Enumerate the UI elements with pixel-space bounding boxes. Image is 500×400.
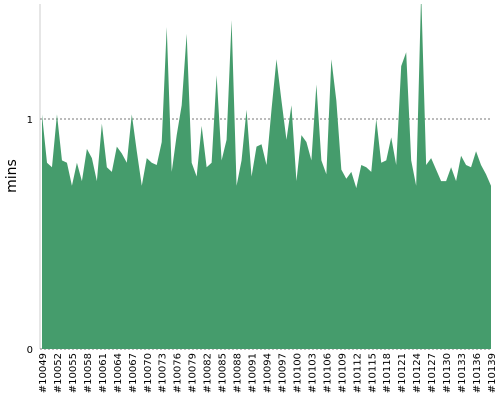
x-tick-label: #10061 xyxy=(98,353,109,393)
x-tick-label: #10115 xyxy=(367,353,378,393)
area xyxy=(42,4,491,349)
x-tick-label: #10103 xyxy=(307,353,318,393)
y-tick-label: 1 xyxy=(27,115,33,126)
x-tick-label: #10109 xyxy=(337,353,348,393)
x-tick-label: #10049 xyxy=(38,353,49,393)
x-tick-label: #10082 xyxy=(203,353,214,393)
x-tick-label: #10124 xyxy=(412,353,423,393)
y-tick-label: 0 xyxy=(27,345,33,356)
x-tick-label: #10073 xyxy=(158,353,169,393)
x-tick-label: #10052 xyxy=(53,353,64,393)
x-tick-label: #10106 xyxy=(322,353,333,393)
x-tick-label: #10139 xyxy=(487,353,498,393)
x-tick-label: #10097 xyxy=(277,353,288,393)
x-tick-label: #10055 xyxy=(68,353,79,393)
y-axis-label: mins xyxy=(4,159,20,193)
x-tick-label: #10064 xyxy=(113,353,124,393)
x-tick-label: #10067 xyxy=(128,353,139,393)
x-tick-label: #10079 xyxy=(188,353,199,393)
x-tick-label: #10058 xyxy=(83,353,94,393)
x-tick-label: #10076 xyxy=(173,353,184,393)
x-tick-label: #10085 xyxy=(218,353,229,393)
x-tick-label: #10136 xyxy=(472,353,483,393)
x-tick-label: #10130 xyxy=(442,353,453,393)
x-tick-label: #10133 xyxy=(457,353,468,393)
x-tick-label: #10118 xyxy=(382,353,393,393)
x-tick-label: #10112 xyxy=(352,353,363,393)
x-tick-label: #10127 xyxy=(427,353,438,393)
x-tick-label: #10070 xyxy=(143,353,154,393)
x-tick-label: #10088 xyxy=(233,353,244,393)
x-tick-label: #10121 xyxy=(397,353,408,393)
x-tick-label: #10094 xyxy=(263,353,274,393)
x-tick-label: #10100 xyxy=(292,353,303,393)
x-tick-label: #10091 xyxy=(248,353,259,393)
